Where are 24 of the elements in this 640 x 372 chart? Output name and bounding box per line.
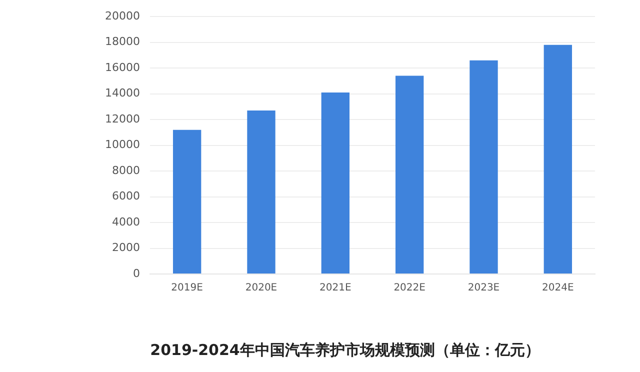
y-tick-label: 20000 xyxy=(104,9,140,22)
x-tick-label: 2024E xyxy=(542,282,574,294)
y-tick-label: 0 xyxy=(132,266,140,280)
text: 2019-2024年中国汽车养护市场规模预测（单位：亿元） xyxy=(150,340,540,359)
x-tick-label: 2022E xyxy=(394,282,426,294)
bar xyxy=(395,76,424,274)
x-tick-label: 2019E xyxy=(171,282,203,294)
x-tick-label: 2023E xyxy=(468,282,500,294)
x-tick-label: 2020E xyxy=(245,282,278,294)
y-tick-label: 16000 xyxy=(104,60,140,74)
y-tick-label: 2000 xyxy=(112,241,140,254)
y-tick-label: 6000 xyxy=(112,190,140,203)
bar xyxy=(247,110,276,274)
bar xyxy=(321,92,350,274)
y-tick-label: 10000 xyxy=(104,138,140,152)
y-tick-label: 8000 xyxy=(112,164,140,177)
x-tick-label: 2021E xyxy=(320,282,352,294)
y-tick-label: 12000 xyxy=(104,112,140,126)
bar xyxy=(172,130,202,274)
y-tick-label: 14000 xyxy=(104,86,140,100)
y-tick-label: 18000 xyxy=(104,35,140,48)
bar xyxy=(544,44,572,274)
y-tick-label: 4000 xyxy=(112,215,140,228)
bar xyxy=(470,60,498,274)
